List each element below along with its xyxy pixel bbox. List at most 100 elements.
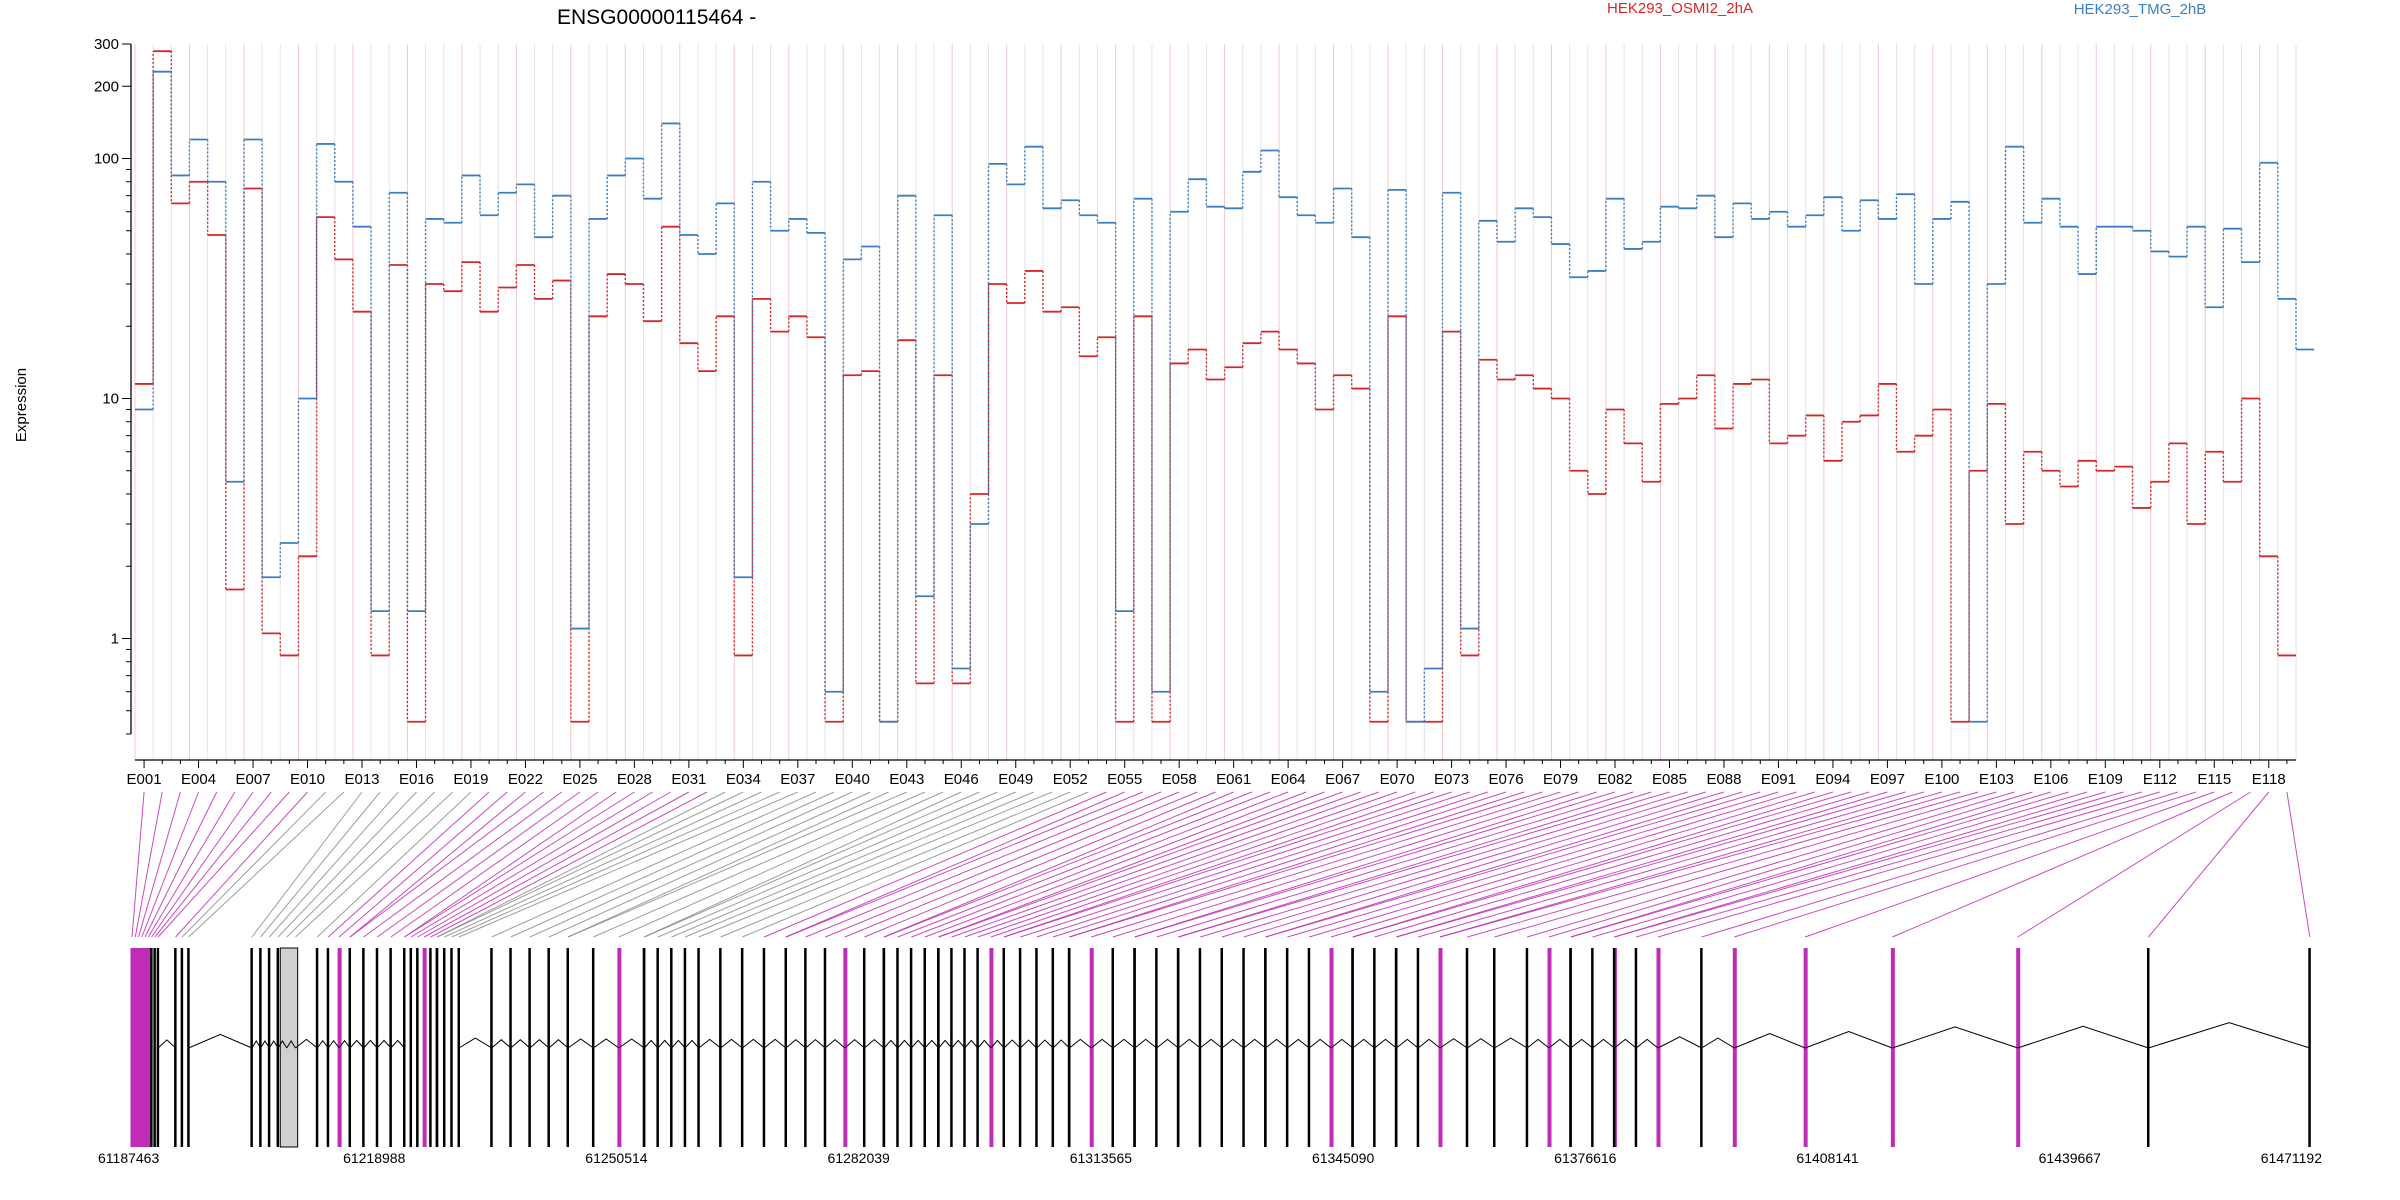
intron-line (1287, 1038, 1310, 1049)
y-tick-label: 300 (94, 36, 119, 53)
x-tick-label: E013 (344, 771, 379, 788)
connector-line (864, 791, 1216, 938)
exon-block (429, 948, 432, 1147)
connector-line (260, 791, 381, 938)
x-tick-label: E037 (780, 771, 815, 788)
connector-line (1020, 791, 1470, 938)
intron-line (824, 1038, 846, 1049)
connector-line (1003, 791, 1452, 938)
intron-line (1374, 1038, 1397, 1049)
connector-line (327, 791, 490, 938)
intron-line (251, 1040, 262, 1049)
x-tick-label: E007 (236, 771, 271, 788)
intron-line (643, 1039, 659, 1049)
x-tick-label: E052 (1053, 771, 1088, 788)
x-tick-label: E040 (835, 771, 870, 788)
connector-line (1287, 791, 1779, 938)
connector-line (1614, 791, 2106, 938)
connector-line (1527, 791, 2015, 938)
intron-line (1657, 1036, 1702, 1049)
y-axis-label: Expression (13, 368, 30, 442)
connector-line (1418, 791, 1924, 938)
connector-line (157, 791, 290, 938)
connector-line (251, 791, 363, 938)
intron-line (1570, 1038, 1593, 1049)
connector-line (1592, 791, 2088, 938)
connector-line (188, 791, 345, 938)
connector-line (911, 791, 1289, 938)
connector-line (1614, 791, 2124, 938)
connector-line (567, 791, 907, 938)
connector-line (268, 791, 399, 938)
x-tick-label: E025 (562, 771, 597, 788)
intron-line (1308, 1038, 1332, 1049)
exon-block (150, 948, 153, 1147)
intron-line (938, 1039, 953, 1049)
connector-line (1309, 791, 1797, 938)
x-tick-label: E082 (1597, 771, 1632, 788)
gene-model (130, 947, 2311, 1148)
exon-block (180, 948, 184, 1147)
plot-area (135, 50, 2315, 723)
connector-line (141, 791, 200, 938)
intron-line (1592, 1038, 1615, 1049)
connector-line (1701, 791, 2179, 938)
intron-line (805, 1038, 826, 1049)
connector-line (742, 791, 1089, 938)
connector-line (1330, 791, 1815, 938)
connector-line (2148, 791, 2270, 938)
legend-series-a: HEK293_OSMI2_2hA (1607, 0, 1753, 17)
intron-line (1199, 1038, 1223, 1049)
exon-block (137, 948, 142, 1147)
connector-line (684, 791, 1035, 938)
connector-line (671, 791, 1016, 938)
exon-block (416, 948, 419, 1147)
connector-line (417, 791, 671, 938)
connector-line (698, 791, 1053, 938)
connector-line (430, 791, 708, 938)
connector-line (1265, 791, 1761, 938)
intron-line (1466, 1038, 1495, 1049)
connector-line (349, 791, 526, 938)
connector-line (131, 791, 145, 938)
y-axis: 1 10 100 200 300 (94, 36, 132, 735)
intron-line (990, 1039, 1005, 1049)
connector-line (1112, 791, 1579, 938)
intron-line (1003, 1039, 1021, 1049)
connector-line (938, 791, 1343, 938)
connector-line (1178, 791, 1652, 938)
x-tick-label: E004 (181, 771, 216, 788)
genomic-coordinate-label: 61345090 (1312, 1150, 1375, 1166)
connector-line (657, 791, 998, 938)
connector-line (1091, 791, 1561, 938)
connector-line (1548, 791, 2033, 938)
connector-line (1221, 791, 1706, 938)
x-tick-label: E001 (127, 771, 162, 788)
intron-line (977, 1039, 992, 1049)
intron-line (277, 1040, 288, 1049)
connector-line (964, 791, 1380, 938)
exon-block (457, 948, 460, 1147)
connector-line (154, 791, 272, 938)
intron-line (1112, 1038, 1136, 1049)
x-tick-label: E019 (453, 771, 488, 788)
connector-line (1052, 791, 1507, 938)
exon-block (279, 947, 299, 1148)
intron-line (286, 1040, 296, 1049)
connector-line (644, 791, 962, 938)
exon-block (156, 948, 160, 1147)
x-tick-label: E109 (2088, 771, 2123, 788)
intron-line (910, 1039, 926, 1049)
connector-line (990, 791, 1416, 938)
y-tick-label: 200 (94, 78, 119, 95)
intron-line (657, 1039, 672, 1049)
connector-line (764, 791, 1107, 938)
exon-block (450, 948, 453, 1147)
intron-line (618, 1038, 645, 1049)
connector-line (444, 791, 762, 938)
exon-block (146, 948, 151, 1147)
connector-line (1156, 791, 1634, 938)
connector-line (1636, 791, 2142, 938)
intron-line (785, 1038, 806, 1049)
